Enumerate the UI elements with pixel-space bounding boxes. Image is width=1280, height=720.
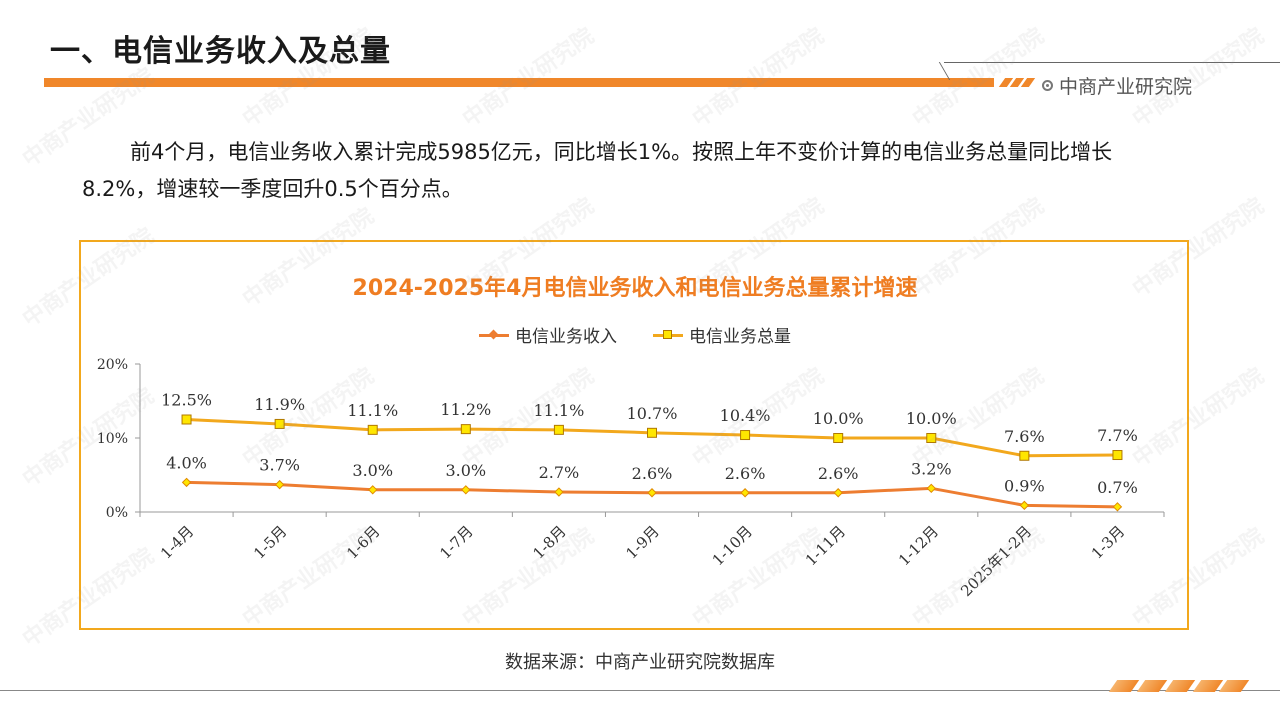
x-tick-label: 1-6月 — [343, 522, 383, 562]
revenue-data-label: 0.7% — [1097, 478, 1138, 497]
legend-swatch-revenue — [479, 328, 509, 342]
volume-data-label: 10.7% — [627, 404, 678, 423]
y-tick-label: 10% — [97, 431, 128, 447]
volume-point — [367, 424, 378, 435]
volume-point — [833, 433, 844, 443]
revenue-point — [554, 487, 564, 497]
revenue-point — [833, 488, 843, 498]
revenue-data-label: 2.6% — [818, 464, 859, 483]
page-title: 一、电信业务收入及总量 — [50, 34, 391, 69]
volume-data-label: 11.9% — [254, 395, 305, 414]
revenue-point — [274, 479, 285, 490]
volume-data-label: 10.0% — [906, 409, 957, 428]
revenue-point — [740, 488, 750, 498]
summary-paragraph: 前4个月，电信业务收入累计完成5985亿元，同比增长1%。按照上年不变价计算的电… — [82, 140, 1113, 201]
revenue-point — [926, 483, 936, 494]
x-tick-label: 1-12月 — [895, 522, 942, 569]
revenue-point — [1019, 500, 1030, 511]
chart-legend: 电信业务收入 电信业务总量 — [0, 322, 1270, 347]
revenue-data-label: 2.7% — [539, 463, 580, 482]
y-tick-label: 0% — [106, 505, 128, 521]
volume-point — [926, 433, 937, 443]
brand-logo: 中商产业研究院 — [1042, 72, 1192, 99]
revenue-point — [1112, 502, 1123, 512]
x-tick-label: 1-10月 — [709, 522, 756, 569]
x-tick-label: 1-8月 — [529, 522, 569, 562]
brand-name: 中商产业研究院 — [1059, 76, 1193, 98]
x-tick-label: 1-7月 — [436, 522, 476, 562]
revenue-point — [181, 477, 192, 488]
volume-point — [181, 414, 192, 425]
revenue-point — [647, 488, 657, 498]
legend-item-volume: 电信业务总量 — [653, 322, 791, 347]
legend-label-volume: 电信业务总量 — [689, 327, 791, 347]
legend-swatch-volume — [653, 328, 683, 342]
volume-point — [647, 427, 657, 438]
footer-accent-stripes — [1105, 680, 1250, 692]
legend-label-revenue: 电信业务收入 — [515, 327, 617, 347]
revenue-data-label: 3.2% — [911, 459, 952, 478]
volume-data-label: 10.4% — [720, 406, 771, 425]
volume-point — [740, 430, 751, 441]
chart-title: 2024-2025年4月电信业务收入和电信业务总量累计增速 — [352, 276, 918, 301]
volume-data-label: 12.5% — [161, 391, 212, 410]
volume-point — [460, 424, 471, 435]
brand-dot-icon — [1042, 80, 1053, 91]
revenue-data-label: 2.6% — [725, 464, 766, 483]
y-tick-label: 20% — [97, 357, 128, 373]
x-tick-label: 1-5月 — [250, 522, 290, 562]
revenue-point — [461, 485, 471, 495]
x-tick-label: 2025年1-2月 — [957, 522, 1035, 600]
revenue-data-label: 0.9% — [1004, 476, 1045, 495]
x-tick-label: 1-4月 — [157, 522, 197, 562]
volume-data-label: 11.1% — [533, 401, 584, 420]
header-rule — [944, 62, 1280, 63]
data-source: 数据来源：中商产业研究院数据库 — [505, 652, 775, 673]
revenue-point — [368, 485, 378, 495]
legend-item-revenue: 电信业务收入 — [479, 322, 617, 347]
volume-data-label: 11.2% — [440, 400, 491, 419]
revenue-data-label: 3.0% — [352, 461, 393, 480]
volume-data-label: 7.6% — [1004, 427, 1045, 446]
title-accent-bar — [44, 78, 994, 87]
revenue-data-label: 3.0% — [445, 461, 486, 480]
chart-frame — [79, 240, 1189, 630]
volume-data-label: 7.7% — [1097, 426, 1138, 445]
revenue-data-label: 3.7% — [259, 456, 300, 475]
x-tick-label: 1-11月 — [802, 522, 849, 569]
volume-point — [1019, 450, 1030, 461]
volume-data-label: 11.1% — [347, 401, 398, 420]
volume-point — [553, 424, 564, 435]
volume-data-label: 10.0% — [813, 409, 864, 428]
revenue-data-label: 2.6% — [632, 464, 673, 483]
volume-point — [274, 418, 285, 429]
volume-point — [1112, 450, 1123, 461]
revenue-data-label: 4.0% — [166, 453, 207, 472]
footer-rule — [0, 690, 1280, 691]
x-tick-label: 1-9月 — [622, 522, 662, 562]
x-tick-label: 1-3月 — [1088, 522, 1128, 562]
